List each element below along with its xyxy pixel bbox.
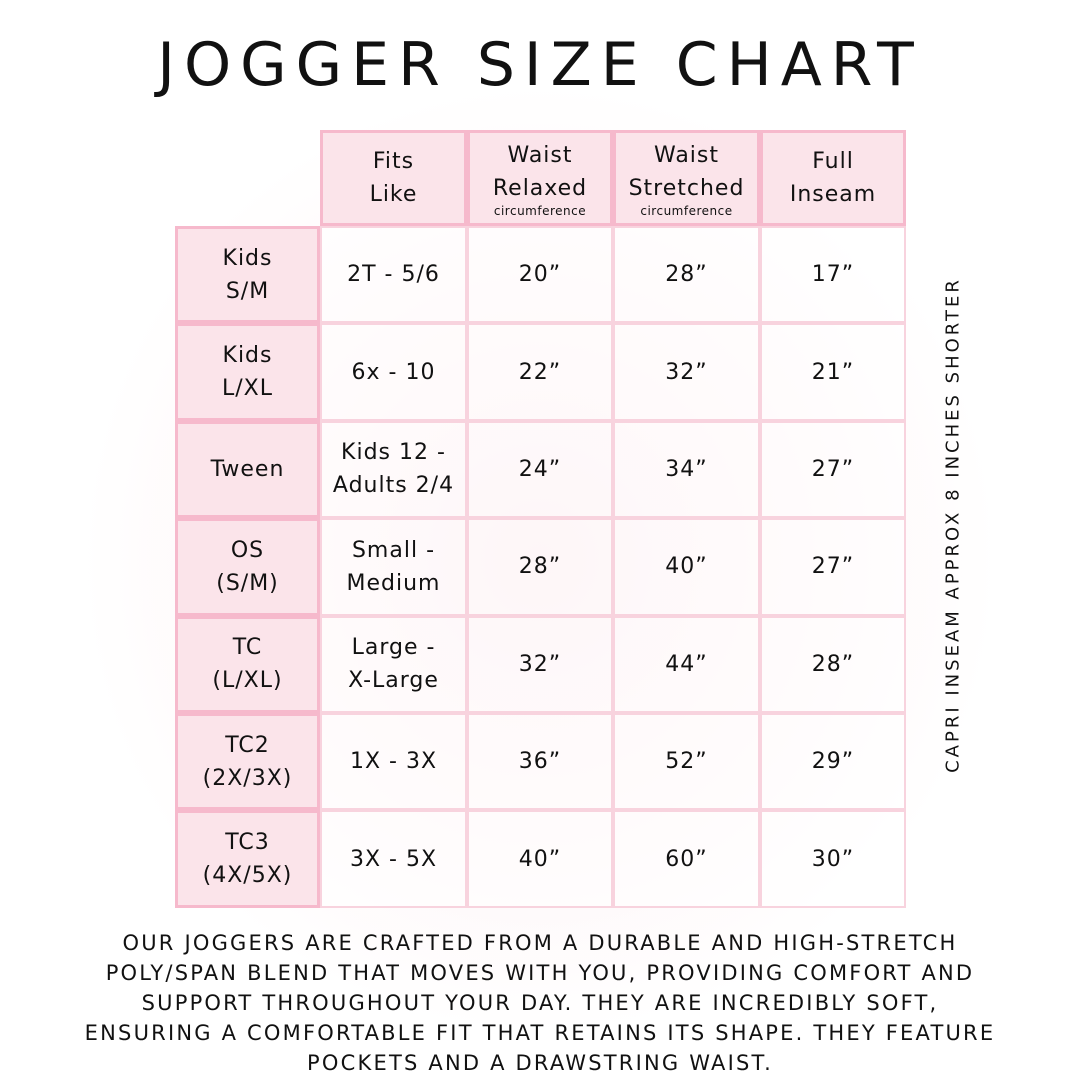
row-header: Kids L/XL	[175, 323, 320, 421]
description: OUR JOGGERS ARE CRAFTED FROM A DURABLE A…	[84, 931, 996, 1075]
table-cell: 20”	[467, 226, 613, 324]
header-note: circumference	[640, 204, 733, 218]
column-header: Waist Relaxed circumference	[467, 130, 613, 226]
header-text: Waist Relaxed	[492, 143, 588, 201]
table-cell: 30”	[760, 810, 906, 908]
column-header: Fits Like	[320, 130, 467, 226]
row-header: TC2 (2X/3X)	[175, 713, 320, 811]
table-cell: 28”	[760, 615, 906, 713]
side-note: CAPRI INSEAM APPROX 8 INCHES SHORTER	[942, 277, 964, 773]
column-header: Waist Stretched circumference	[613, 130, 760, 226]
table-cell: 34”	[613, 420, 760, 519]
table-cell: 32”	[613, 323, 760, 421]
table-cell: 6x - 10	[320, 323, 467, 421]
table-cell: 28”	[467, 518, 613, 616]
table-cell: Small - Medium	[320, 518, 467, 616]
table-cell: 40”	[467, 810, 613, 908]
table-cell: 24”	[467, 420, 613, 519]
table-cell: 21”	[760, 323, 906, 421]
table-cell: 3X - 5X	[320, 810, 467, 908]
title: JOGGER SIZE CHART	[157, 30, 923, 100]
table-cell: 2T - 5/6	[320, 226, 467, 324]
table-cell: Kids 12 - Adults 2/4	[320, 420, 467, 519]
table-cell: Large - X-Large	[320, 615, 467, 713]
row-header: Tween	[175, 420, 320, 519]
row-header: OS (S/M)	[175, 518, 320, 616]
table-cell: 1X - 3X	[320, 713, 467, 811]
table-cell: 22”	[467, 323, 613, 421]
table-cell: 32”	[467, 615, 613, 713]
table-cell: 17”	[760, 226, 906, 324]
header-text: Full Inseam	[789, 149, 877, 207]
table-cell: 28”	[613, 226, 760, 324]
table-cell: 29”	[760, 713, 906, 811]
row-header: TC3 (4X/5X)	[175, 810, 320, 908]
table-cell: 44”	[613, 615, 760, 713]
row-header: Kids S/M	[175, 226, 320, 324]
header-note: circumference	[493, 204, 587, 218]
header-text: Waist Stretched	[628, 143, 745, 201]
table-cell: 27”	[760, 420, 906, 519]
table-cell: 27”	[760, 518, 906, 616]
header-text: Fits Like	[369, 149, 418, 207]
row-header: TC (L/XL)	[175, 615, 320, 713]
column-header: Full Inseam	[760, 130, 906, 226]
table-cell: 60”	[613, 810, 760, 908]
table-cell: 36”	[467, 713, 613, 811]
table-cell: 40”	[613, 518, 760, 616]
table-cell: 52”	[613, 713, 760, 811]
